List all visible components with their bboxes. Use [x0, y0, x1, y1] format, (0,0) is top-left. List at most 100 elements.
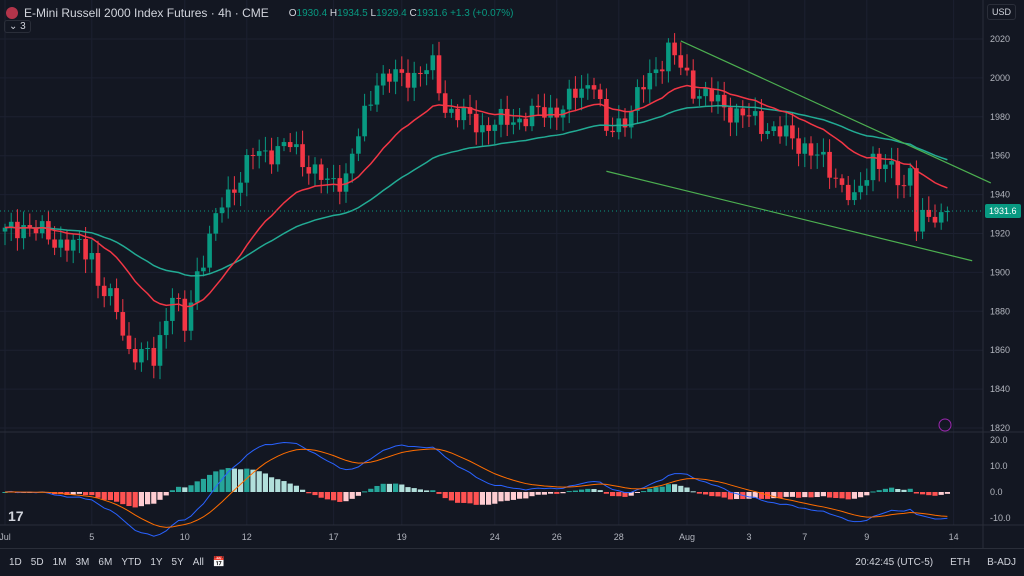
candle-body — [517, 118, 522, 123]
macd-histogram-bar — [256, 471, 262, 492]
candle-body — [504, 108, 510, 125]
candle-body — [858, 185, 863, 193]
macd-histogram-bar — [579, 489, 585, 492]
candle-body — [343, 173, 349, 192]
time-tick: 9 — [864, 532, 869, 542]
macd-histogram-bar — [535, 492, 541, 495]
range-5y[interactable]: 5Y — [171, 556, 184, 568]
macd-histogram-bar — [554, 492, 560, 494]
range-5d[interactable]: 5D — [30, 556, 44, 568]
macd-histogram-bar — [368, 488, 374, 492]
macd-histogram-bar — [603, 492, 609, 494]
candle-body — [945, 210, 950, 213]
candle-body — [405, 72, 411, 88]
candle-body — [777, 126, 783, 137]
range-1d[interactable]: 1D — [9, 556, 22, 568]
currency-button[interactable]: USD — [986, 4, 1016, 20]
macd-histogram-bar — [114, 492, 120, 502]
candle-body — [870, 153, 876, 181]
candle-body — [622, 118, 628, 128]
macd-histogram-bar — [703, 492, 709, 495]
candle-body — [876, 153, 882, 169]
macd-histogram-bar — [331, 492, 337, 501]
candle-body — [170, 297, 175, 321]
candle-body — [318, 164, 324, 180]
macd-histogram-bar — [591, 489, 597, 492]
candle-body — [542, 107, 547, 118]
candle-body — [845, 184, 851, 201]
macd-histogram-bar — [312, 492, 318, 496]
candle-body — [709, 88, 715, 102]
candle-body — [783, 125, 789, 137]
candle-body — [653, 69, 659, 74]
candle-body — [690, 70, 696, 99]
macd-histogram-bar — [250, 469, 256, 492]
macd-histogram-bar — [467, 492, 473, 504]
candle-body — [83, 238, 88, 260]
candle-body — [802, 143, 808, 154]
candle-body — [684, 67, 690, 71]
macd-histogram-bar — [548, 492, 554, 494]
macd-histogram-bar — [430, 490, 436, 492]
last-price-badge — [985, 203, 1021, 218]
macd-histogram-bar — [876, 490, 882, 492]
clock[interactable]: 20:42:45 (UTC-5) — [855, 556, 934, 568]
candle-body — [591, 85, 597, 90]
range-6m[interactable]: 6M — [98, 556, 113, 568]
range-all[interactable]: All — [192, 556, 204, 568]
macd-histogram-bar — [696, 492, 702, 494]
macd-histogram-bar — [628, 492, 634, 496]
macd-histogram-bar — [709, 492, 715, 497]
candle-body — [907, 168, 913, 186]
macd-histogram-bar — [318, 492, 324, 498]
range-1y[interactable]: 1Y — [150, 556, 163, 568]
candle-body — [635, 87, 640, 111]
price-tick: 1980 — [990, 112, 1010, 122]
macd-histogram-bar — [647, 488, 653, 492]
symbol-title[interactable]: E-Mini Russell 2000 Index Futures · 4h ·… — [24, 6, 269, 20]
macd-histogram-bar — [2, 492, 8, 493]
macd-histogram-bar — [944, 492, 950, 494]
candle-body — [728, 107, 733, 123]
trendline — [680, 40, 992, 184]
session-button[interactable]: ETH — [950, 556, 971, 568]
macd-histogram-bar — [101, 492, 107, 500]
price-chart[interactable]: 2020 2000 1980 1960 1940 1920 1900 1880 1860 1840… — [0, 0, 1024, 548]
candle-body — [914, 168, 919, 232]
date-range-icon[interactable]: 📅 — [212, 556, 226, 568]
candle-body — [883, 164, 888, 169]
macd-histogram-bar — [634, 492, 640, 493]
candle-body — [597, 89, 603, 99]
candle-body — [449, 108, 454, 113]
range-1m[interactable]: 1M — [52, 556, 67, 568]
candle-body — [480, 125, 485, 133]
macd-histogram-bar — [529, 492, 535, 497]
candle-body — [839, 178, 845, 185]
macd-histogram-bar — [200, 478, 206, 492]
candle-body — [740, 108, 746, 116]
range-3m[interactable]: 3M — [75, 556, 90, 568]
price-tick: 1940 — [990, 190, 1010, 200]
macd-histogram-bar — [926, 492, 932, 496]
adjustment-button[interactable]: B-ADJ — [987, 556, 1016, 568]
macd-histogram-bar — [783, 492, 789, 497]
range-ytd[interactable]: YTD — [121, 556, 142, 568]
candle-body — [523, 118, 529, 127]
candle-body — [194, 271, 200, 303]
candle-body — [659, 69, 665, 72]
macd-histogram-bar — [585, 488, 591, 492]
macd-histogram-bar — [95, 492, 101, 498]
candle-body — [269, 150, 274, 165]
candle-body — [938, 212, 944, 223]
indicators-toggle[interactable]: ⌄ 3 — [4, 20, 31, 33]
candle-body — [765, 131, 770, 134]
macd-histogram-bar — [362, 491, 368, 493]
candle-body — [771, 126, 777, 132]
macd-histogram-bar — [479, 492, 485, 505]
macd-histogram-bar — [269, 477, 275, 492]
time-tick: 19 — [397, 532, 407, 542]
candle-body — [511, 122, 516, 125]
candle-body — [641, 87, 646, 90]
macd-histogram-bar — [752, 492, 758, 498]
candle-body — [610, 130, 615, 133]
